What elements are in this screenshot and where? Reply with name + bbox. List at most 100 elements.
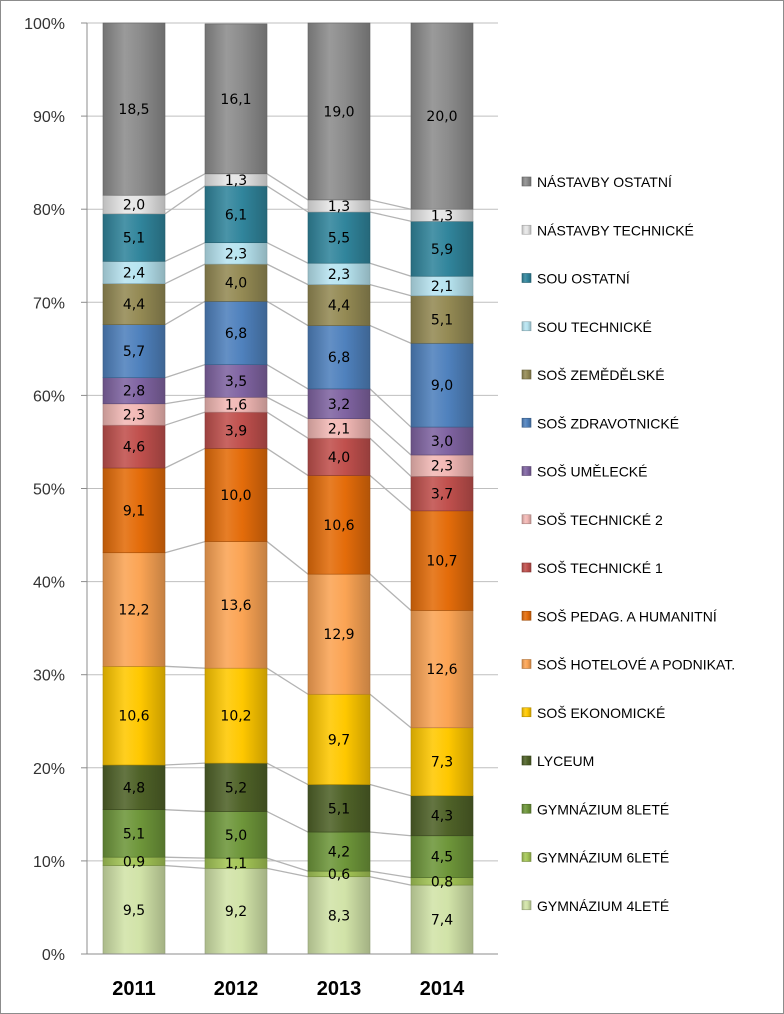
data-label: 10,0 bbox=[220, 488, 251, 504]
legend-label: SOU TECHNICKÉ bbox=[537, 319, 652, 335]
bar-segment-sos-umelecke bbox=[410, 426, 474, 456]
data-label: 2,8 bbox=[123, 384, 145, 400]
bar-segment-lyceum bbox=[307, 784, 371, 833]
connector-line bbox=[164, 242, 206, 262]
bar-segment-sos-zdravotnicke bbox=[410, 342, 474, 428]
data-label: 0,6 bbox=[328, 867, 350, 883]
y-tick-label: 50% bbox=[33, 482, 65, 499]
data-label: 9,5 bbox=[123, 903, 145, 919]
bar-segment-sos-zemedelske bbox=[307, 284, 371, 326]
legend-label: SOŠ ZDRAVOTNICKÉ bbox=[537, 415, 679, 431]
bar-segment-nastavby-ostatni bbox=[410, 22, 474, 210]
bar-segment-sos-hotelove-a-podnikat bbox=[102, 552, 166, 667]
bar-segment-sou-ostatni bbox=[410, 221, 474, 277]
y-axis: 0% 10% 20% 30% 40% 50% 60% 70% 80% 90% 100% bbox=[24, 16, 88, 964]
bar-segment-nastavby-ostatni bbox=[102, 22, 166, 196]
bar-segment-sos-zdravotnicke bbox=[307, 325, 371, 390]
x-tick-label: 2011 bbox=[112, 978, 155, 1000]
connector-line bbox=[164, 185, 206, 215]
legend-swatch bbox=[521, 707, 532, 718]
bar-segment-gymnazium-4lete bbox=[410, 884, 474, 955]
legend-swatch bbox=[521, 273, 532, 283]
data-label: 2,3 bbox=[225, 246, 247, 262]
data-label: 5,0 bbox=[225, 828, 247, 844]
legend-label: GYMNÁZIUM 6LETÉ bbox=[537, 850, 669, 866]
data-label: 3,0 bbox=[431, 434, 453, 450]
data-label: 12,6 bbox=[426, 662, 457, 678]
connector-line bbox=[164, 396, 206, 405]
connector-line bbox=[266, 300, 309, 327]
legend-swatch bbox=[521, 514, 532, 525]
x-tick-label: 2013 bbox=[317, 978, 362, 1000]
bar-segment-lyceum bbox=[204, 762, 268, 812]
data-label: 4,0 bbox=[225, 276, 247, 292]
data-label: 0,9 bbox=[123, 854, 145, 870]
data-label: 5,1 bbox=[123, 826, 145, 842]
connector-line bbox=[266, 857, 309, 872]
legend-label: NÁSTAVBY TECHNICKÉ bbox=[537, 222, 694, 238]
data-label: 1,3 bbox=[328, 199, 350, 215]
data-label: 1,3 bbox=[225, 173, 247, 189]
data-label: 5,1 bbox=[431, 313, 453, 329]
data-label: 9,1 bbox=[123, 503, 145, 519]
data-label: 7,3 bbox=[431, 755, 453, 771]
connector-line bbox=[266, 185, 309, 213]
connector-line bbox=[266, 810, 309, 833]
connector-line bbox=[369, 211, 412, 222]
x-axis: 2011 2012 2013 2014 bbox=[81, 953, 498, 1000]
y-tick-label: 90% bbox=[33, 109, 65, 126]
connector-line bbox=[266, 541, 309, 575]
data-label: 1,3 bbox=[431, 208, 453, 224]
legend-label: GYMNÁZIUM 8LETÉ bbox=[537, 801, 669, 817]
connector-line bbox=[266, 364, 309, 390]
data-label: 1,6 bbox=[225, 398, 247, 414]
legend-swatch bbox=[521, 755, 532, 766]
legend-label: GYMNÁZIUM 4LETÉ bbox=[537, 898, 669, 914]
data-label: 5,1 bbox=[123, 231, 145, 247]
bar-segment-gymnazium-8lete bbox=[204, 811, 268, 859]
data-label: 9,0 bbox=[431, 378, 453, 394]
legend-label: SOŠ ZEMĚDĚLSKÉ bbox=[537, 367, 665, 383]
connector-line bbox=[266, 396, 309, 420]
data-label: 4,4 bbox=[328, 298, 350, 314]
y-tick-label: 30% bbox=[33, 668, 65, 685]
bar-segment-sos-pedag-a-humanitni bbox=[102, 467, 166, 554]
bar-segment-sos-umelecke bbox=[204, 364, 268, 398]
legend-swatch bbox=[521, 369, 532, 380]
bar-segment-sos-ekonomicke bbox=[307, 693, 371, 785]
data-label: 4,8 bbox=[123, 780, 145, 796]
connector-line bbox=[164, 447, 206, 469]
data-label: 4,3 bbox=[431, 809, 453, 825]
legend-label: SOŠ HOTELOVÉ A PODNIKAT. bbox=[537, 657, 735, 673]
connector-line bbox=[164, 540, 206, 554]
data-label: 12,9 bbox=[323, 627, 354, 643]
bar-segment-sos-pedag-a-humanitni bbox=[410, 510, 474, 611]
bar-segment-sos-technicke-1 bbox=[102, 424, 166, 469]
y-tick-label: 60% bbox=[33, 388, 65, 405]
connector-line bbox=[164, 173, 206, 196]
bar-segment-lyceum bbox=[102, 764, 166, 810]
bar-segment-sos-hotelove-a-podnikat bbox=[307, 573, 371, 695]
legend-swatch bbox=[521, 610, 532, 621]
bar-segment-nastavby-ostatni bbox=[307, 22, 371, 201]
data-label: 5,2 bbox=[225, 780, 247, 796]
y-tick-label: 40% bbox=[33, 575, 65, 592]
data-label: 3,9 bbox=[225, 423, 247, 439]
connector-line bbox=[164, 665, 206, 669]
data-label: 13,6 bbox=[220, 598, 251, 614]
legend-label: SOŠ TECHNICKÉ 1 bbox=[537, 560, 663, 576]
data-label: 10,6 bbox=[323, 518, 354, 534]
series-connector-lines bbox=[164, 173, 412, 886]
bar-segment-sos-hotelove-a-podnikat bbox=[410, 610, 474, 729]
bar-segment-sou-ostatni bbox=[204, 185, 268, 244]
data-label: 6,8 bbox=[225, 326, 247, 342]
y-tick-label: 70% bbox=[33, 295, 65, 312]
data-label: 2,3 bbox=[431, 459, 453, 475]
connector-line bbox=[266, 867, 309, 878]
legend-swatch bbox=[521, 562, 532, 573]
connector-line bbox=[266, 411, 309, 439]
bar-segment-gymnazium-4lete bbox=[307, 876, 371, 955]
data-label: 18,5 bbox=[118, 102, 149, 118]
